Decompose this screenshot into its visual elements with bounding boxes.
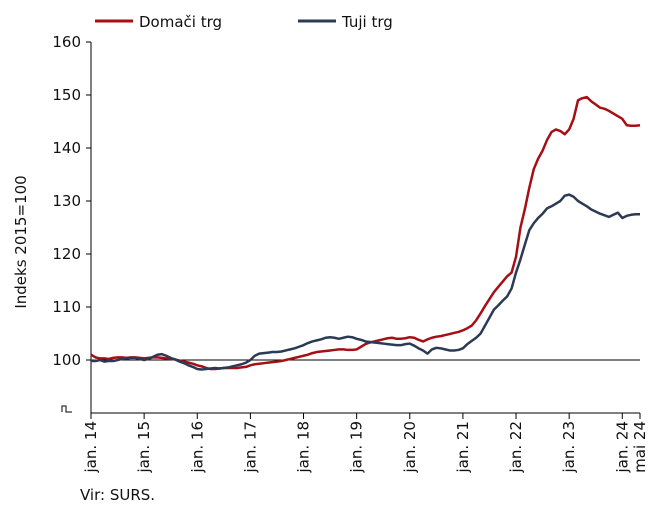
- y-tick-label: 100: [52, 351, 81, 369]
- x-tick-label: jan. 14: [82, 421, 100, 474]
- y-tick-label: 160: [52, 33, 81, 51]
- y-tick-label: 120: [52, 245, 81, 263]
- x-tick-label: jan. 19: [348, 421, 366, 474]
- legend-label: Domači trg: [139, 13, 222, 31]
- y-tick-label: 140: [52, 139, 81, 157]
- axis-break: [61, 405, 72, 413]
- x-tick-label: jan. 18: [295, 421, 313, 474]
- legend-label: Tuji trg: [341, 13, 393, 31]
- x-tick-label: jan. 21: [454, 421, 472, 474]
- x-tick-label: mai 24: [631, 421, 649, 473]
- x-tick-label: jan. 20: [401, 421, 419, 474]
- x-tick-label: jan. 22: [507, 421, 525, 474]
- y-axis-label: Indeks 2015=100: [12, 175, 30, 308]
- source: Vir: SURS.: [80, 486, 155, 504]
- x-tick-label: jan. 16: [188, 421, 206, 474]
- x-tick-label: jan. 15: [135, 421, 153, 474]
- y-tick-label: 130: [52, 192, 81, 210]
- y-tick-label: 150: [52, 86, 81, 104]
- x-tick-label: jan. 24: [613, 421, 631, 474]
- x-tick-label: jan. 17: [241, 421, 259, 474]
- y-tick-label: 110: [52, 298, 81, 316]
- x-tick-label: jan. 23: [560, 421, 578, 474]
- series-line: [91, 193, 640, 371]
- series-line: [90, 95, 641, 371]
